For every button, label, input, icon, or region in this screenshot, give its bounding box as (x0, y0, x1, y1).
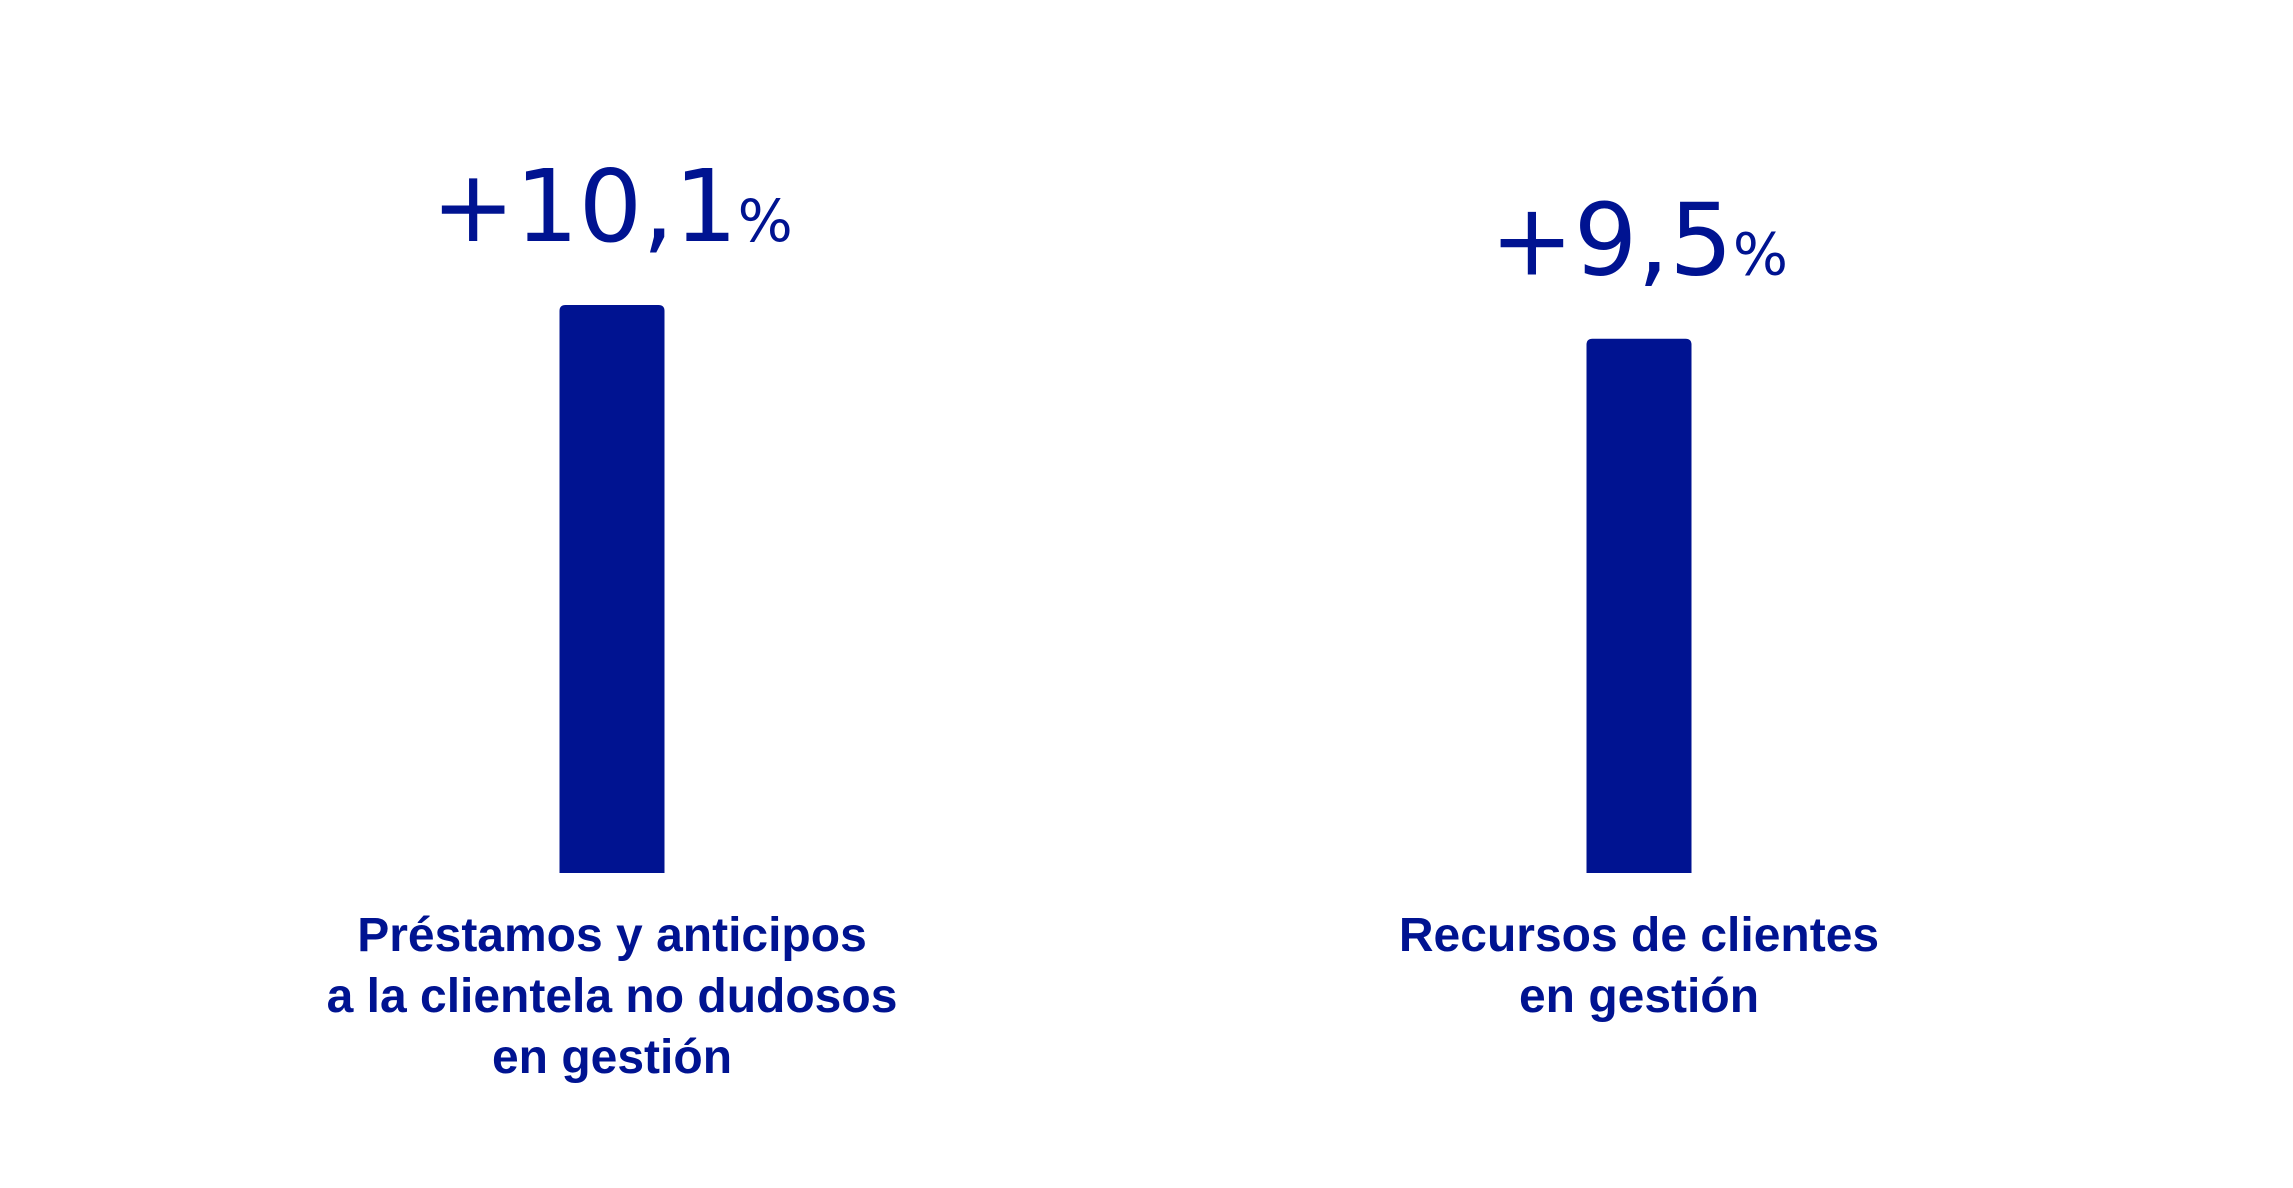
category-label: Préstamos y anticipos a la clientela no … (326, 909, 898, 1084)
bar (559, 305, 665, 873)
value-label: +9,5% (1490, 182, 1788, 299)
value-label: +10,1% (431, 148, 793, 265)
category-label: Recursos de clientes en gestión (1398, 909, 1880, 1023)
bar (1586, 338, 1692, 874)
